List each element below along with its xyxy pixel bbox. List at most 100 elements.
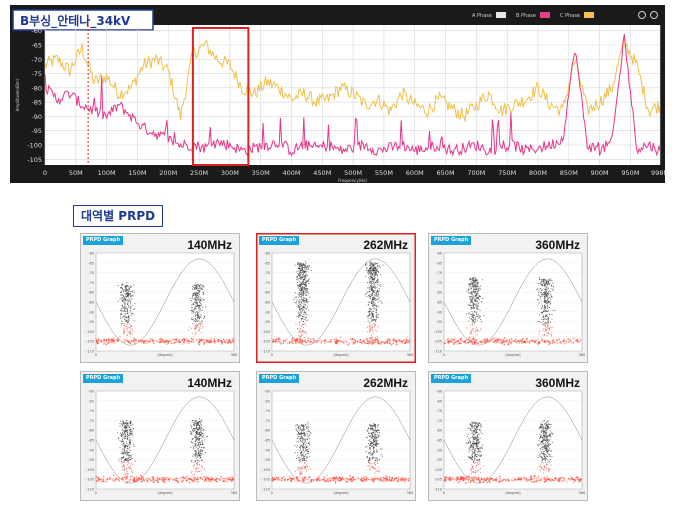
discharge-point [303,316,305,318]
discharge-point [372,319,374,321]
discharge-point [193,465,195,467]
floor-point [518,478,520,480]
discharge-point [546,314,548,316]
floor-point [379,477,381,480]
y-tick-label: -110 [262,488,270,492]
floor-point [484,340,487,342]
discharge-point [199,441,201,443]
discharge-point [124,423,126,425]
discharge-point [129,456,131,458]
discharge-point [300,296,302,298]
discharge-point [536,288,539,290]
discharge-point [479,319,481,321]
discharge-point [373,298,375,300]
discharge-point [475,288,477,290]
floor-point [107,338,110,340]
floor-point [469,339,471,342]
floor-point [184,477,187,479]
floor-point [162,339,165,342]
floor-point [362,476,365,478]
discharge-point [373,265,375,267]
discharge-point [471,291,473,293]
discharge-point [477,470,479,472]
discharge-point [477,315,479,317]
floor-point [377,339,379,342]
y-tick-label: -90 [88,448,94,452]
floor-point [563,343,566,345]
discharge-point [302,448,304,450]
discharge-point [302,292,304,294]
floor-point [351,340,353,343]
floor-point [385,475,388,477]
discharge-point [303,451,305,453]
discharge-point [123,318,125,320]
discharge-point [371,465,373,467]
discharge-point [299,449,301,451]
discharge-point [369,424,371,426]
y-tick-label: -100 [434,468,442,472]
discharge-point [309,431,311,433]
discharge-point [374,283,376,285]
discharge-point [299,275,301,277]
floor-point [372,342,375,344]
discharge-point [300,452,302,454]
floor-point [456,343,458,345]
floor-point [221,341,223,344]
floor-point [309,338,312,340]
discharge-point [544,292,546,294]
discharge-point [544,279,546,281]
discharge-point [128,463,130,465]
floor-point [229,476,232,479]
discharge-point [377,471,379,473]
floor-point [579,480,582,482]
floor-point [222,480,225,483]
discharge-point [309,456,311,458]
discharge-point [371,290,374,292]
discharge-point [538,320,540,322]
discharge-point [478,290,480,292]
floor-point [393,338,395,340]
discharge-point [191,431,193,433]
floor-point [275,476,278,479]
discharge-point [300,268,302,270]
reference-sine [271,396,411,484]
discharge-point [123,330,125,332]
discharge-point [539,330,541,332]
discharge-point [544,307,546,309]
discharge-point [374,295,377,297]
floor-point [447,341,449,343]
y-tick-label: -110 [434,350,442,354]
discharge-point [376,457,378,459]
discharge-point [300,314,302,316]
discharge-point [299,445,301,447]
discharge-point [126,424,129,426]
discharge-point [545,299,547,302]
discharge-point [371,428,373,430]
floor-point [567,478,570,480]
discharge-point [550,296,552,298]
y-tick-label: -95 [264,320,270,324]
floor-point [543,478,545,480]
discharge-point [471,458,473,460]
floor-point [333,476,336,479]
discharge-point [302,293,305,295]
floor-point [464,476,466,479]
floor-point [147,341,150,343]
discharge-point [471,314,473,316]
floor-point [456,476,459,478]
discharge-point [375,299,377,302]
discharge-point [301,471,303,473]
floor-point [97,339,100,341]
discharge-point [375,299,377,301]
discharge-point [367,428,370,430]
legend-swatch [540,12,550,18]
discharge-point [304,285,306,287]
floor-point [303,478,305,481]
floor-point [317,478,319,480]
discharge-point [377,264,379,266]
discharge-point [371,265,373,267]
discharge-point [371,303,373,305]
discharge-point [192,288,194,290]
discharge-point [125,286,127,288]
floor-point [304,476,307,479]
